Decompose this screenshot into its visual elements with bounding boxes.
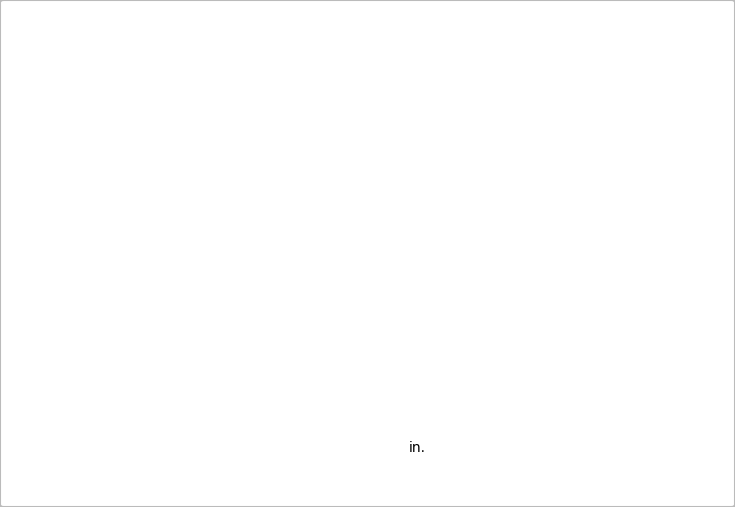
Text: 0.79": 0.79" (336, 300, 370, 313)
Bar (225, 375, 388, 392)
Bar (269, 221, 344, 238)
Text: Answer:: Answer: (193, 391, 253, 406)
Text: 12.63": 12.63" (286, 405, 327, 418)
Text: 5.80": 5.80" (290, 198, 323, 210)
Text: the tolerance is +/-2%: the tolerance is +/-2% (193, 421, 334, 434)
Text: 1.36": 1.36" (180, 377, 214, 390)
Text: 1.36": 1.36" (224, 223, 258, 236)
Bar (301, 238, 312, 375)
Text: in.: in. (409, 441, 426, 455)
Text: 13.38": 13.38" (166, 300, 207, 313)
Text: h: h (227, 391, 236, 406)
Text: =: = (235, 391, 251, 406)
